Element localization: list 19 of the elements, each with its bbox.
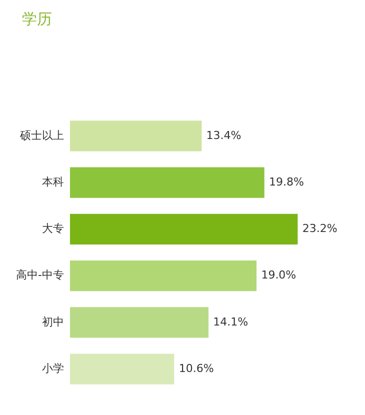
data-label: 19.8% — [269, 175, 304, 188]
y-tick-label: 小学 — [42, 362, 64, 375]
data-label: 19.0% — [261, 268, 296, 282]
y-tick-label: 初中 — [42, 315, 64, 328]
y-tick-label: 硕士以上 — [18, 128, 64, 142]
bar — [70, 307, 208, 338]
data-label: 13.4% — [206, 128, 242, 142]
bar — [70, 354, 174, 384]
bar — [70, 167, 264, 198]
data-label: 14.1% — [213, 315, 248, 328]
data-label: 23.2% — [302, 222, 338, 236]
y-tick-label: 高中-中专 — [16, 268, 64, 282]
y-tick-label: 大专 — [42, 222, 64, 236]
bar — [70, 214, 298, 245]
data-label: 10.6% — [178, 362, 214, 375]
bar — [70, 120, 202, 152]
bar — [70, 260, 257, 292]
chart-title: 学历 — [22, 10, 52, 29]
y-tick-label: 本科 — [42, 175, 64, 188]
